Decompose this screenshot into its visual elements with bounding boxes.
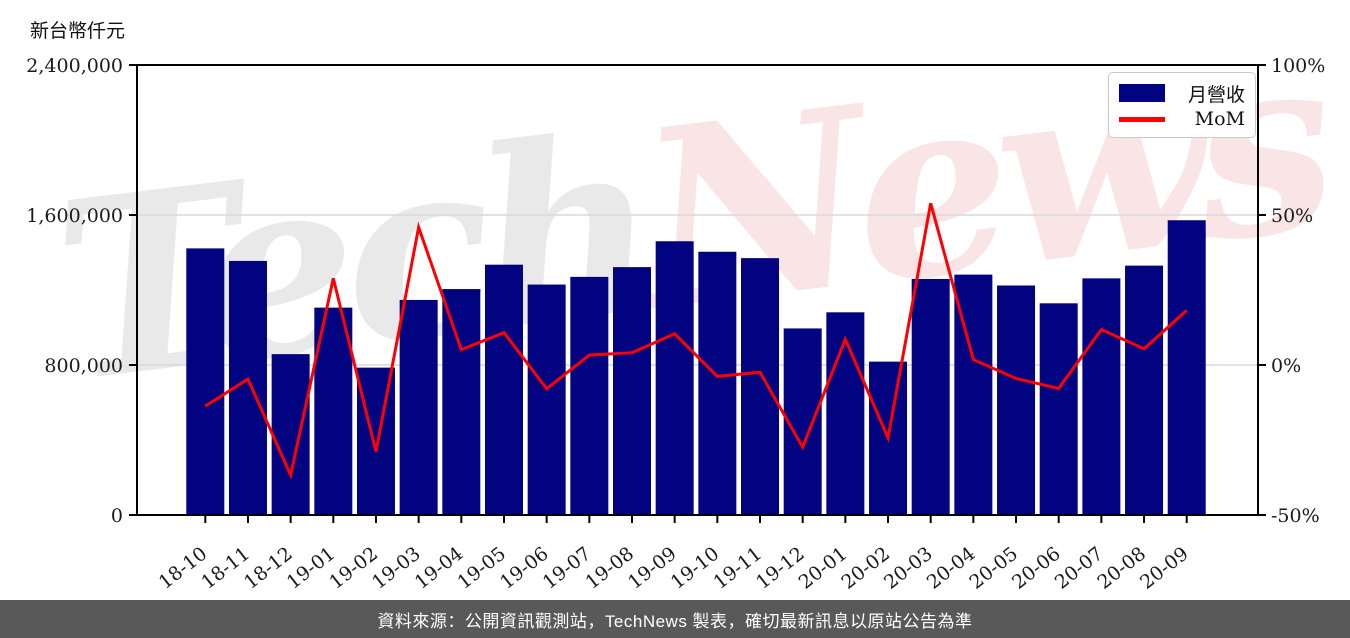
- x-axis-label-20-05: 20-05: [965, 543, 1022, 594]
- y-axis-label-left: 2,400,000: [26, 55, 123, 77]
- x-axis-label-19-03: 19-03: [368, 543, 425, 594]
- x-axis-label-18-12: 18-12: [240, 543, 297, 594]
- x-axis-label-19-07: 19-07: [539, 543, 596, 594]
- revenue-bar-19-03: [399, 299, 438, 515]
- y-axis-label-right: 50%: [1271, 205, 1313, 227]
- x-axis-label-20-03: 20-03: [880, 543, 937, 594]
- y-axis-label-right: 0%: [1271, 355, 1301, 377]
- x-axis-label-18-11: 18-11: [197, 543, 254, 594]
- x-axis-label-20-07: 20-07: [1051, 543, 1108, 594]
- x-axis-label-19-05: 19-05: [453, 543, 510, 594]
- revenue-bar-19-11: [741, 258, 780, 515]
- revenue-bar-19-04: [442, 289, 481, 515]
- y-axis-label-left: 0: [111, 505, 123, 527]
- axis-spines: [136, 64, 1259, 516]
- y-axis-label-right: 100%: [1271, 55, 1325, 77]
- revenue-bar-20-03: [911, 278, 950, 515]
- revenue-bar-19-07: [570, 276, 609, 515]
- revenue-bar-20-09: [1167, 220, 1206, 515]
- y-axis-label-right: -50%: [1271, 505, 1320, 527]
- legend-mom-label: MoM: [1194, 108, 1245, 131]
- revenue-bar-20-06: [1039, 303, 1078, 515]
- revenue-bar-20-07: [1082, 278, 1121, 515]
- x-axis-label-19-12: 19-12: [752, 543, 809, 594]
- x-axis-label-19-02: 19-02: [325, 543, 382, 594]
- x-axis-label-19-08: 19-08: [581, 543, 638, 594]
- revenue-bar-20-05: [997, 285, 1036, 515]
- y-axis-label-left: 800,000: [44, 355, 123, 377]
- revenue-bar-19-06: [527, 284, 566, 515]
- mom-line-swatch-icon: [1119, 116, 1165, 122]
- revenue-bar-19-05: [484, 264, 523, 515]
- footer-source-note: 資料來源：公開資訊觀測站，TechNews 製表，確切最新訊息以原站公告為準: [0, 600, 1350, 638]
- x-axis-label-19-09: 19-09: [624, 543, 681, 594]
- revenue-swatch-icon: [1119, 84, 1165, 103]
- legend-item-revenue: 月營收: [1119, 80, 1245, 107]
- y-axis-label-left: 1,600,000: [26, 205, 123, 227]
- x-axis-label-20-06: 20-06: [1008, 543, 1065, 594]
- revenue-bar-19-08: [613, 267, 651, 515]
- x-axis-label-19-10: 19-10: [667, 543, 724, 594]
- x-axis-label-20-04: 20-04: [923, 543, 980, 594]
- revenue-bar-19-10: [698, 251, 737, 515]
- legend-revenue-label: 月營收: [1187, 83, 1245, 106]
- x-axis-label-20-02: 20-02: [837, 543, 894, 594]
- x-axis-label-19-04: 19-04: [411, 543, 468, 594]
- revenue-bar-19-12: [783, 328, 822, 515]
- x-axis-label-19-11: 19-11: [709, 543, 766, 594]
- x-axis-label-20-01: 20-01: [795, 543, 852, 594]
- legend-item-mom: MoM: [1119, 108, 1245, 130]
- mom-line: [204, 202, 1188, 480]
- revenue-bar-20-08: [1125, 265, 1164, 515]
- revenue-bar-18-12: [271, 354, 310, 515]
- revenue-bar-20-01: [826, 312, 865, 515]
- x-axis-label-20-09: 20-09: [1136, 543, 1193, 594]
- x-axis-label-19-06: 19-06: [496, 543, 553, 594]
- left-axis-unit-label: 新台幣仟元: [30, 20, 126, 42]
- revenue-bar-19-09: [655, 241, 694, 515]
- x-axis-label-19-01: 19-01: [283, 543, 340, 594]
- x-axis-label-20-08: 20-08: [1093, 543, 1150, 594]
- legend: 月營收 MoM: [1108, 72, 1256, 138]
- revenue-bar-18-10: [186, 248, 225, 515]
- x-axis-label-18-10: 18-10: [155, 543, 212, 594]
